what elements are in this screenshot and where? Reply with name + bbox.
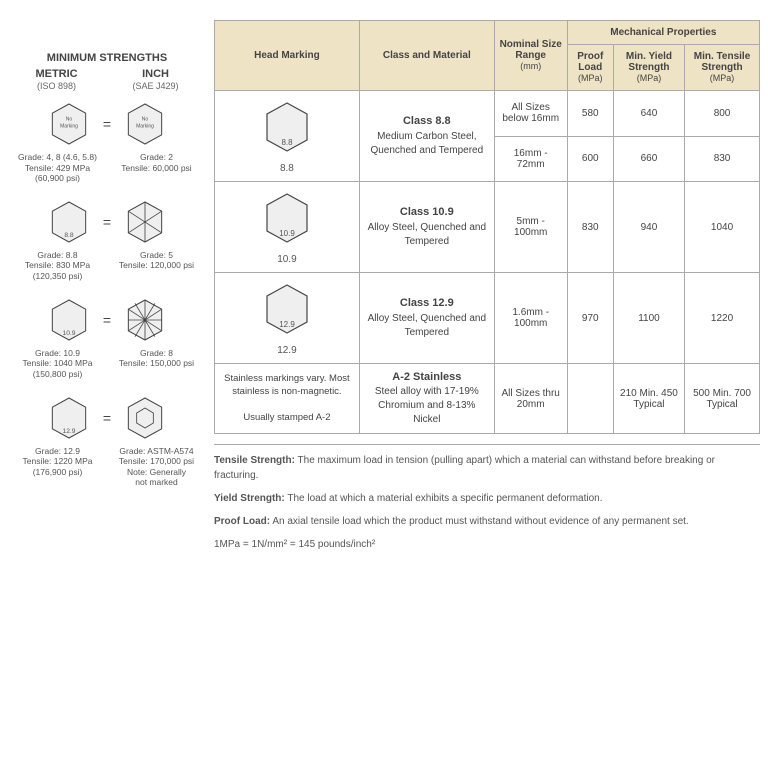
- equiv-row: 12.9 =: [8, 392, 206, 444]
- tensile-cell: 800: [685, 91, 760, 137]
- equals-sign: =: [101, 312, 113, 328]
- hexagon-icon: 10.9: [43, 294, 95, 346]
- left-panel: MINIMUM STRENGTHS METRIC(ISO 898) INCH(S…: [8, 20, 206, 560]
- tensile-cell: 830: [685, 136, 760, 182]
- size-cell: 5mm - 100mm: [494, 182, 567, 273]
- definitions: Tensile Strength: The maximum load in te…: [214, 444, 760, 552]
- th-nom: Nominal Size Range(mm): [494, 21, 567, 91]
- table-row: Stainless markings vary. Most stainless …: [215, 364, 760, 434]
- equiv-row: 10.9 =: [8, 294, 206, 346]
- yield-cell: 940: [613, 182, 684, 273]
- th-proof: Proof Load(MPa): [567, 45, 613, 91]
- mark-text: Stainless markings vary. Most stainless …: [215, 364, 360, 434]
- table-row: 8.88.8 Class 8.8Medium Carbon Steel, Que…: [215, 91, 760, 137]
- right-panel: Head Marking Class and Material Nominal …: [214, 20, 760, 560]
- hexagon-icon: [119, 392, 171, 444]
- equals-sign: =: [101, 410, 113, 426]
- proof-cell: 970: [567, 273, 613, 364]
- size-cell: All Sizes thru 20mm: [494, 364, 567, 434]
- svg-text:10.9: 10.9: [63, 330, 76, 337]
- class-material: Class 12.9Alloy Steel, Quenched and Temp…: [359, 273, 494, 364]
- proof-cell: 580: [567, 91, 613, 137]
- svg-text:8.8: 8.8: [64, 232, 74, 239]
- proof-cell: 600: [567, 136, 613, 182]
- class-material: Class 10.9Alloy Steel, Quenched and Temp…: [359, 182, 494, 273]
- table-row: 12.912.9 Class 12.9Alloy Steel, Quenched…: [215, 273, 760, 364]
- tensile-cell: 1040: [685, 182, 760, 273]
- tensile-cell: 500 Min. 700 Typical: [685, 364, 760, 434]
- th-tens: Min. Tensile Strength(MPa): [685, 45, 760, 91]
- equiv-labels: Grade: 8.8Tensile: 830 MPa(120,350 psi) …: [8, 250, 206, 282]
- size-cell: All Sizes below 16mm: [494, 91, 567, 137]
- svg-text:Marking: Marking: [136, 123, 154, 129]
- equiv-labels: Grade: 10.9Tensile: 1040 MPa(150,800 psi…: [8, 348, 206, 380]
- proof-cell: [567, 364, 613, 434]
- th-mech: Mechanical Properties: [567, 21, 759, 45]
- svg-text:No: No: [66, 117, 73, 123]
- left-title: MINIMUM STRENGTHS: [8, 52, 206, 64]
- yield-cell: 660: [613, 136, 684, 182]
- class-material: Class 8.8Medium Carbon Steel, Quenched a…: [359, 91, 494, 182]
- equiv-row: 8.8 =: [8, 196, 206, 248]
- hexagon-icon: NoMarking: [43, 98, 95, 150]
- tensile-cell: 1220: [685, 273, 760, 364]
- svg-text:12.9: 12.9: [279, 320, 295, 329]
- left-header: METRIC(ISO 898) INCH(SAE J429): [8, 68, 206, 92]
- equiv-row: NoMarking = NoMarking: [8, 98, 206, 150]
- strength-table: Head Marking Class and Material Nominal …: [214, 20, 760, 434]
- equals-sign: =: [101, 214, 113, 230]
- svg-text:No: No: [142, 117, 149, 123]
- hexagon-icon: 8.8: [43, 196, 95, 248]
- mark-hex: 8.88.8: [215, 91, 360, 182]
- yield-cell: 640: [613, 91, 684, 137]
- equals-sign: =: [101, 116, 113, 132]
- svg-text:Marking: Marking: [60, 123, 78, 129]
- yield-cell: 210 Min. 450 Typical: [613, 364, 684, 434]
- hexagon-icon: NoMarking: [119, 98, 171, 150]
- yield-cell: 1100: [613, 273, 684, 364]
- svg-text:8.8: 8.8: [281, 138, 293, 147]
- proof-cell: 830: [567, 182, 613, 273]
- svg-text:12.9: 12.9: [63, 428, 76, 435]
- hexagon-icon: [119, 196, 171, 248]
- mark-hex: 12.912.9: [215, 273, 360, 364]
- table-row: 10.910.9 Class 10.9Alloy Steel, Quenched…: [215, 182, 760, 273]
- equiv-labels: Grade: 4, 8 (4.6, 5.8)Tensile: 429 MPa(6…: [8, 152, 206, 184]
- th-cm: Class and Material: [359, 21, 494, 91]
- hexagon-icon: [119, 294, 171, 346]
- th-mark: Head Marking: [215, 21, 360, 91]
- svg-text:10.9: 10.9: [279, 229, 295, 238]
- mark-hex: 10.910.9: [215, 182, 360, 273]
- class-material: A-2 StainlessSteel alloy with 17-19% Chr…: [359, 364, 494, 434]
- th-yield: Min. Yield Strength(MPa): [613, 45, 684, 91]
- size-cell: 1.6mm - 100mm: [494, 273, 567, 364]
- hexagon-icon: 12.9: [43, 392, 95, 444]
- equiv-labels: Grade: 12.9Tensile: 1220 MPa(176,900 psi…: [8, 446, 206, 489]
- size-cell: 16mm - 72mm: [494, 136, 567, 182]
